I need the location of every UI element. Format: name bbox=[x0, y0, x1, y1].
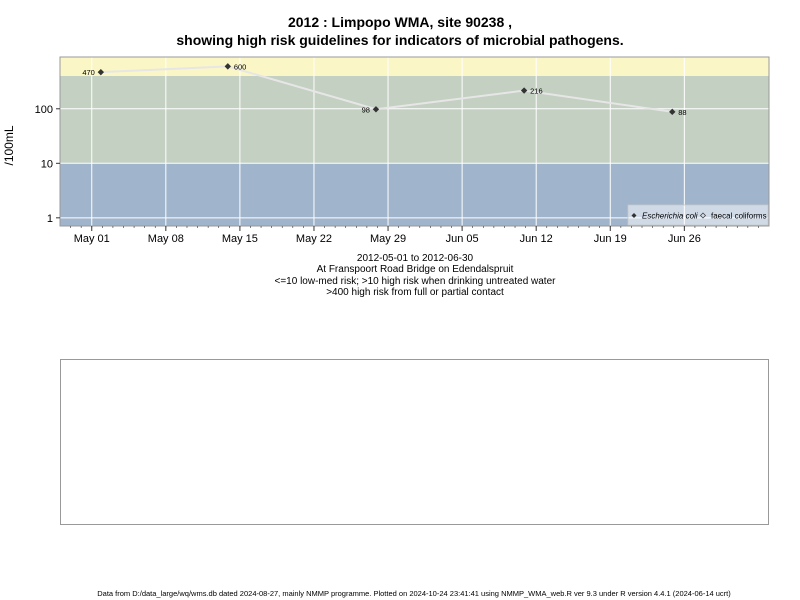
legend-label-faecal: faecal coliforms bbox=[711, 212, 767, 221]
footer-note: Data from D:/data_large/wq/wms.db dated … bbox=[97, 589, 731, 598]
plot-frame bbox=[59, 56, 770, 227]
data-label-3: 216 bbox=[530, 87, 543, 96]
chart-svg: 470 600 98 216 88 1 10 100 May 01 May 08 May 15 Ma… bbox=[2, 56, 770, 245]
x-tick-label-4: May 29 bbox=[370, 233, 406, 245]
empty-plot-panel bbox=[60, 359, 769, 525]
x-tick-label-1: May 08 bbox=[148, 233, 184, 245]
y-tick-label-0: 1 bbox=[47, 213, 53, 225]
y-tick-label-2: 100 bbox=[35, 104, 53, 116]
data-point-0 bbox=[97, 68, 105, 76]
y-axis-label: /100mL bbox=[2, 125, 16, 165]
data-label-4: 88 bbox=[678, 108, 686, 117]
risk-note-contact: >400 high risk from full or partial cont… bbox=[326, 287, 504, 298]
data-label-2: 98 bbox=[362, 105, 370, 114]
legend-label-ecoli: Escherichia coli bbox=[642, 212, 698, 221]
legend-marker-faecal bbox=[700, 212, 706, 219]
y-tick-label-1: 10 bbox=[41, 158, 53, 170]
data-point-1 bbox=[224, 63, 232, 70]
legend-marker-ecoli bbox=[631, 213, 637, 218]
x-tick-label-6: Jun 12 bbox=[520, 233, 553, 245]
data-label-0: 470 bbox=[82, 68, 95, 77]
x-tick-label-7: Jun 19 bbox=[594, 233, 627, 245]
chart-title-line1: 2012 : Limpopo WMA, site 90238 , bbox=[287, 14, 513, 30]
data-label-1: 600 bbox=[234, 62, 247, 71]
x-tick-label-0: May 01 bbox=[74, 233, 110, 245]
risk-band-1 bbox=[60, 75, 769, 164]
site-description: At Franspoort Road Bridge on Edendalspru… bbox=[316, 264, 514, 275]
date-range: 2012-05-01 to 2012-06-30 bbox=[356, 253, 474, 264]
x-tick-label-8: Jun 26 bbox=[668, 233, 701, 245]
legend-box bbox=[627, 204, 769, 226]
risk-note-drinking: <=10 low-med risk; >10 high risk when dr… bbox=[274, 276, 556, 287]
data-point-2 bbox=[372, 106, 380, 113]
x-tick-label-5: Jun 05 bbox=[446, 233, 479, 245]
chart-title-line2: showing high risk guidelines for indicat… bbox=[176, 32, 624, 48]
risk-band-2 bbox=[60, 57, 769, 76]
data-point-4 bbox=[669, 108, 676, 116]
x-tick-label-3: May 22 bbox=[296, 233, 332, 245]
data-point-3 bbox=[520, 87, 528, 94]
x-tick-label-2: May 15 bbox=[222, 233, 258, 245]
